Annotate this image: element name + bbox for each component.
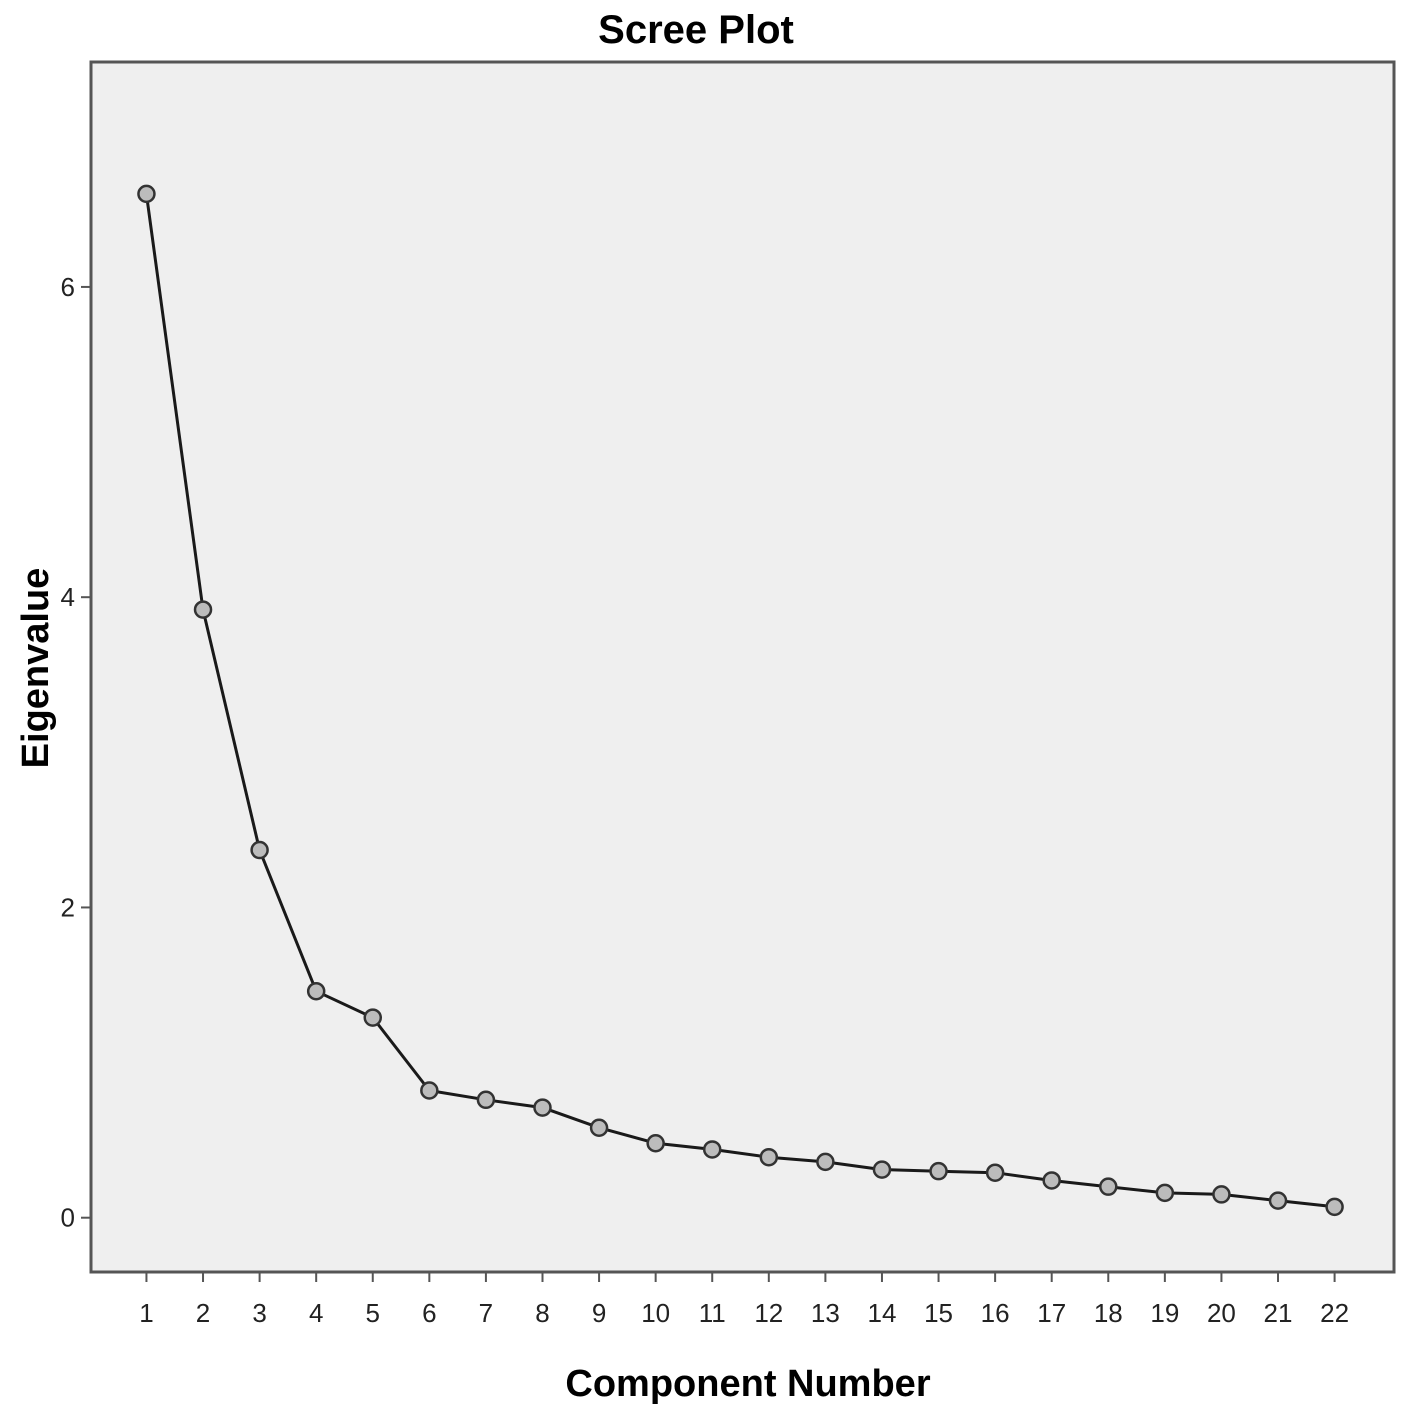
data-point (702, 1140, 722, 1159)
x-axis: 1 2 3 4 5 6 7 8 9 10 11 12 13 14 15 16 17 18 19 20 21 22 (139, 1272, 1349, 1328)
data-point (589, 1118, 609, 1137)
data-point (1268, 1191, 1288, 1210)
data-point (872, 1160, 892, 1179)
y-axis-title: Eigenvalue (15, 568, 57, 769)
x-tick-label: 20 (1207, 1298, 1236, 1328)
y-tick-label: 0 (61, 1203, 75, 1233)
data-point (759, 1147, 779, 1167)
data-point (1212, 1185, 1231, 1204)
data-point (1325, 1197, 1344, 1217)
x-tick-label: 15 (924, 1298, 953, 1328)
data-point (476, 1090, 496, 1110)
x-tick-label: 19 (1150, 1298, 1179, 1328)
data-point (137, 184, 156, 204)
series-layer (137, 184, 1344, 1217)
data-point (929, 1161, 948, 1181)
x-tick-label: 16 (981, 1298, 1010, 1328)
data-point (363, 1008, 383, 1027)
x-tick-label: 4 (309, 1298, 323, 1328)
x-tick-label: 9 (592, 1298, 606, 1328)
data-point (646, 1133, 665, 1153)
y-axis: 0 2 4 6 (61, 272, 91, 1233)
x-tick-label: 22 (1320, 1298, 1349, 1328)
y-tick-label: 2 (61, 892, 75, 922)
x-tick-label: 8 (535, 1298, 549, 1328)
data-point (193, 600, 213, 619)
data-point (1099, 1177, 1118, 1196)
x-tick-label: 17 (1037, 1298, 1066, 1328)
x-tick-label: 2 (196, 1298, 210, 1328)
x-tick-label: 13 (811, 1298, 840, 1328)
x-tick-label: 18 (1094, 1298, 1123, 1328)
data-point (985, 1163, 1005, 1182)
series-line (144, 193, 1335, 1209)
x-tick-label: 5 (366, 1298, 380, 1328)
x-tick-label: 6 (422, 1298, 436, 1328)
chart-title: Scree Plot (598, 8, 794, 52)
y-tick-label: 4 (61, 582, 75, 612)
x-tick-label: 12 (754, 1298, 783, 1328)
data-point (816, 1152, 835, 1172)
x-tick-label: 11 (699, 1298, 726, 1328)
data-point (306, 981, 326, 1001)
x-tick-label: 14 (868, 1298, 897, 1328)
data-point (250, 840, 269, 860)
x-tick-label: 3 (252, 1298, 266, 1328)
plot-area (89, 60, 1396, 1274)
data-point (533, 1098, 552, 1117)
data-point (420, 1081, 439, 1100)
x-tick-label: 10 (641, 1298, 670, 1328)
data-point (1155, 1183, 1175, 1203)
x-axis-title: Component Number (565, 1363, 930, 1405)
data-point (1042, 1171, 1061, 1190)
x-tick-label: 1 (139, 1298, 153, 1328)
x-tick-label: 21 (1264, 1298, 1293, 1328)
x-tick-label: 7 (479, 1298, 493, 1328)
y-tick-label: 6 (61, 272, 75, 302)
